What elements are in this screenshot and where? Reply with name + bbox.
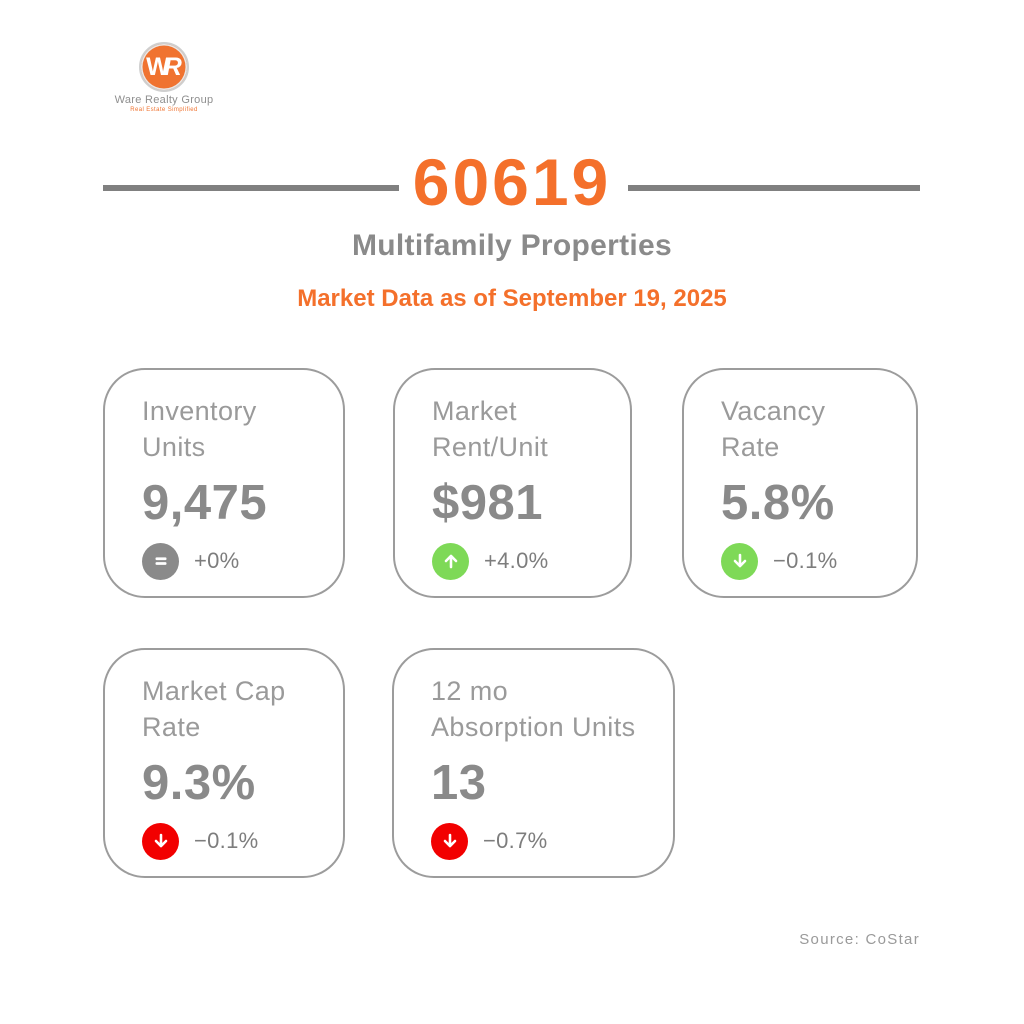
trend-value: −0.1% [773, 548, 838, 574]
stat-label: Vacancy Rate [721, 393, 916, 465]
logo-letter-w: W [146, 52, 170, 81]
arrow-down-icon [721, 542, 758, 580]
stat-card-market-cap-rate: Market Cap Rate 9.3% −0.1% [103, 648, 345, 878]
stat-label-line1: Market [432, 396, 517, 426]
stat-value: $981 [432, 476, 544, 530]
zip-code-title: 60619 [412, 145, 612, 219]
trend-value: +4.0% [484, 548, 549, 574]
stat-label: Market Cap Rate [142, 673, 343, 745]
stat-label: 12 mo Absorption Units [431, 673, 673, 745]
arrow-up-icon [432, 542, 469, 580]
stat-card-market-rent: Market Rent/Unit $981 +4.0% [393, 368, 632, 598]
source-credit: Source: CoStar [799, 931, 920, 948]
trend-row: +0% [142, 542, 343, 580]
stat-value: 9.3% [142, 756, 256, 810]
stat-label-line1: Market Cap [142, 676, 286, 706]
divider-right [628, 185, 920, 191]
date-line: Market Data as of September 19, 2025 [297, 285, 727, 312]
stat-card-inventory-units: Inventory Units 9,475 +0% [103, 368, 345, 598]
divider-left [103, 185, 399, 191]
stat-label-line2: Rate [142, 712, 201, 742]
stat-label: Market Rent/Unit [432, 393, 630, 465]
trend-row: −0.1% [142, 822, 343, 860]
trend-value: −0.1% [194, 828, 259, 854]
logo-company-name: Ware Realty Group [114, 94, 214, 106]
stat-value: 9,475 [142, 476, 268, 530]
trend-row: −0.1% [721, 542, 916, 580]
stat-value: 13 [431, 756, 487, 810]
trend-value: +0% [194, 548, 240, 574]
stat-label: Inventory Units [142, 393, 343, 465]
stat-label-line1: 12 mo [431, 676, 509, 706]
trend-row: +4.0% [432, 542, 630, 580]
subtitle: Multifamily Properties [351, 229, 672, 262]
stat-label-line2: Rent/Unit [432, 432, 549, 462]
stat-card-absorption-units: 12 mo Absorption Units 13 −0.7% [392, 648, 675, 878]
stat-label-line2: Units [142, 432, 206, 462]
stat-label-line2: Rate [721, 432, 780, 462]
trend-row: −0.7% [431, 822, 673, 860]
arrow-down-icon [431, 822, 468, 860]
equals-icon [142, 542, 179, 580]
logo-letter-r: R [163, 52, 182, 81]
stat-label-line2: Absorption Units [431, 712, 636, 742]
stat-card-vacancy-rate: Vacancy Rate 5.8% −0.1% [682, 368, 918, 598]
logo-tagline: Real Estate Simplified [130, 107, 198, 113]
stat-label-line1: Vacancy [721, 396, 826, 426]
stat-value: 5.8% [721, 476, 835, 530]
arrow-down-icon [142, 822, 179, 860]
stat-label-line1: Inventory [142, 396, 257, 426]
trend-value: −0.7% [483, 828, 548, 854]
